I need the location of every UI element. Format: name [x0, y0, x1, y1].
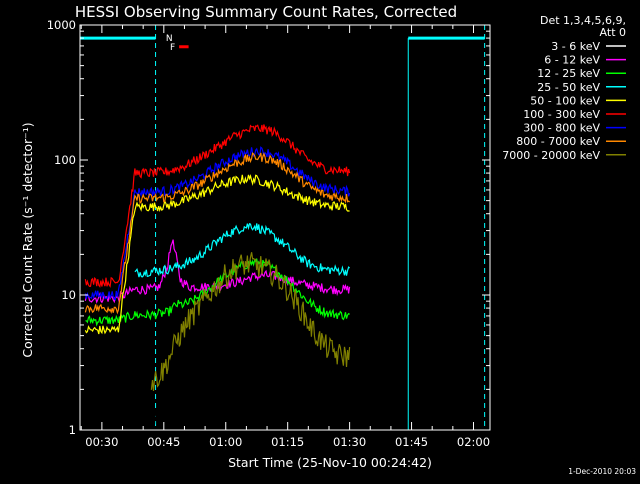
y-tick-label-2: 100 [54, 153, 76, 167]
legend-label-12-25keV: 12 - 25 keV [537, 67, 600, 80]
x-tick-label-3: 01:15 [271, 435, 304, 449]
series-line-6-12keV [84, 239, 351, 304]
series-line-800-7000keV [84, 152, 351, 315]
flag-n-label: N [166, 34, 173, 44]
x-tick-label-6: 02:00 [457, 435, 490, 449]
axes: 1 10 100 1000 00:30 00:45 01:00 01:15 01:30 01:45… [47, 18, 491, 449]
plot-area: NF [80, 25, 486, 444]
x-tick-label-4: 01:30 [333, 435, 366, 449]
legend-header-line-0: Det 1,3,4,5,6,9, [540, 14, 626, 27]
series-line-25-50keV [134, 223, 350, 278]
flag-f-label: F [170, 43, 175, 53]
chart-title: HESSI Observing Summary Count Rates, Cor… [75, 3, 457, 21]
legend-label-6-12keV: 6 - 12 keV [544, 54, 600, 67]
series-line-12-25keV [85, 258, 350, 327]
series-line-100-300keV [84, 124, 351, 288]
plot-frame [79, 24, 491, 431]
legend-label-100-300keV: 100 - 300 keV [523, 108, 600, 121]
y-tick-label-3: 1000 [47, 18, 76, 32]
x-tick-label-5: 01:45 [395, 435, 428, 449]
footer-date: 1-Dec-2010 20:03 [568, 467, 636, 476]
legend-label-50-100keV: 50 - 100 keV [530, 94, 600, 107]
y-axis-label: Corrected Count Rate (s⁻¹ detector⁻¹) [20, 122, 35, 357]
series-line-7000-20000keV [150, 252, 351, 392]
series-line-3-6keV [84, 316, 350, 444]
y-tick-label-1: 10 [61, 288, 76, 302]
legend-label-3-6keV: 3 - 6 keV [551, 40, 600, 53]
legend-label-25-50keV: 25 - 50 keV [537, 81, 600, 94]
x-tick-label-2: 01:00 [209, 435, 242, 449]
series-line-50-100keV [84, 173, 350, 335]
legend-label-300-800keV: 300 - 800 keV [523, 122, 600, 135]
y-tick-label-0: 1 [69, 423, 76, 437]
x-axis-label: Start Time (25-Nov-10 00:24:42) [228, 455, 432, 470]
legend-label-800-7000keV: 800 - 7000 keV [516, 135, 600, 148]
legend-header-line-1: Att 0 [600, 26, 626, 39]
series-line-300-800keV [84, 146, 351, 302]
x-tick-label-0: 00:30 [85, 435, 118, 449]
x-tick-label-1: 00:45 [147, 435, 180, 449]
legend-label-7000-20000keV: 7000 - 20000 keV [502, 149, 600, 162]
